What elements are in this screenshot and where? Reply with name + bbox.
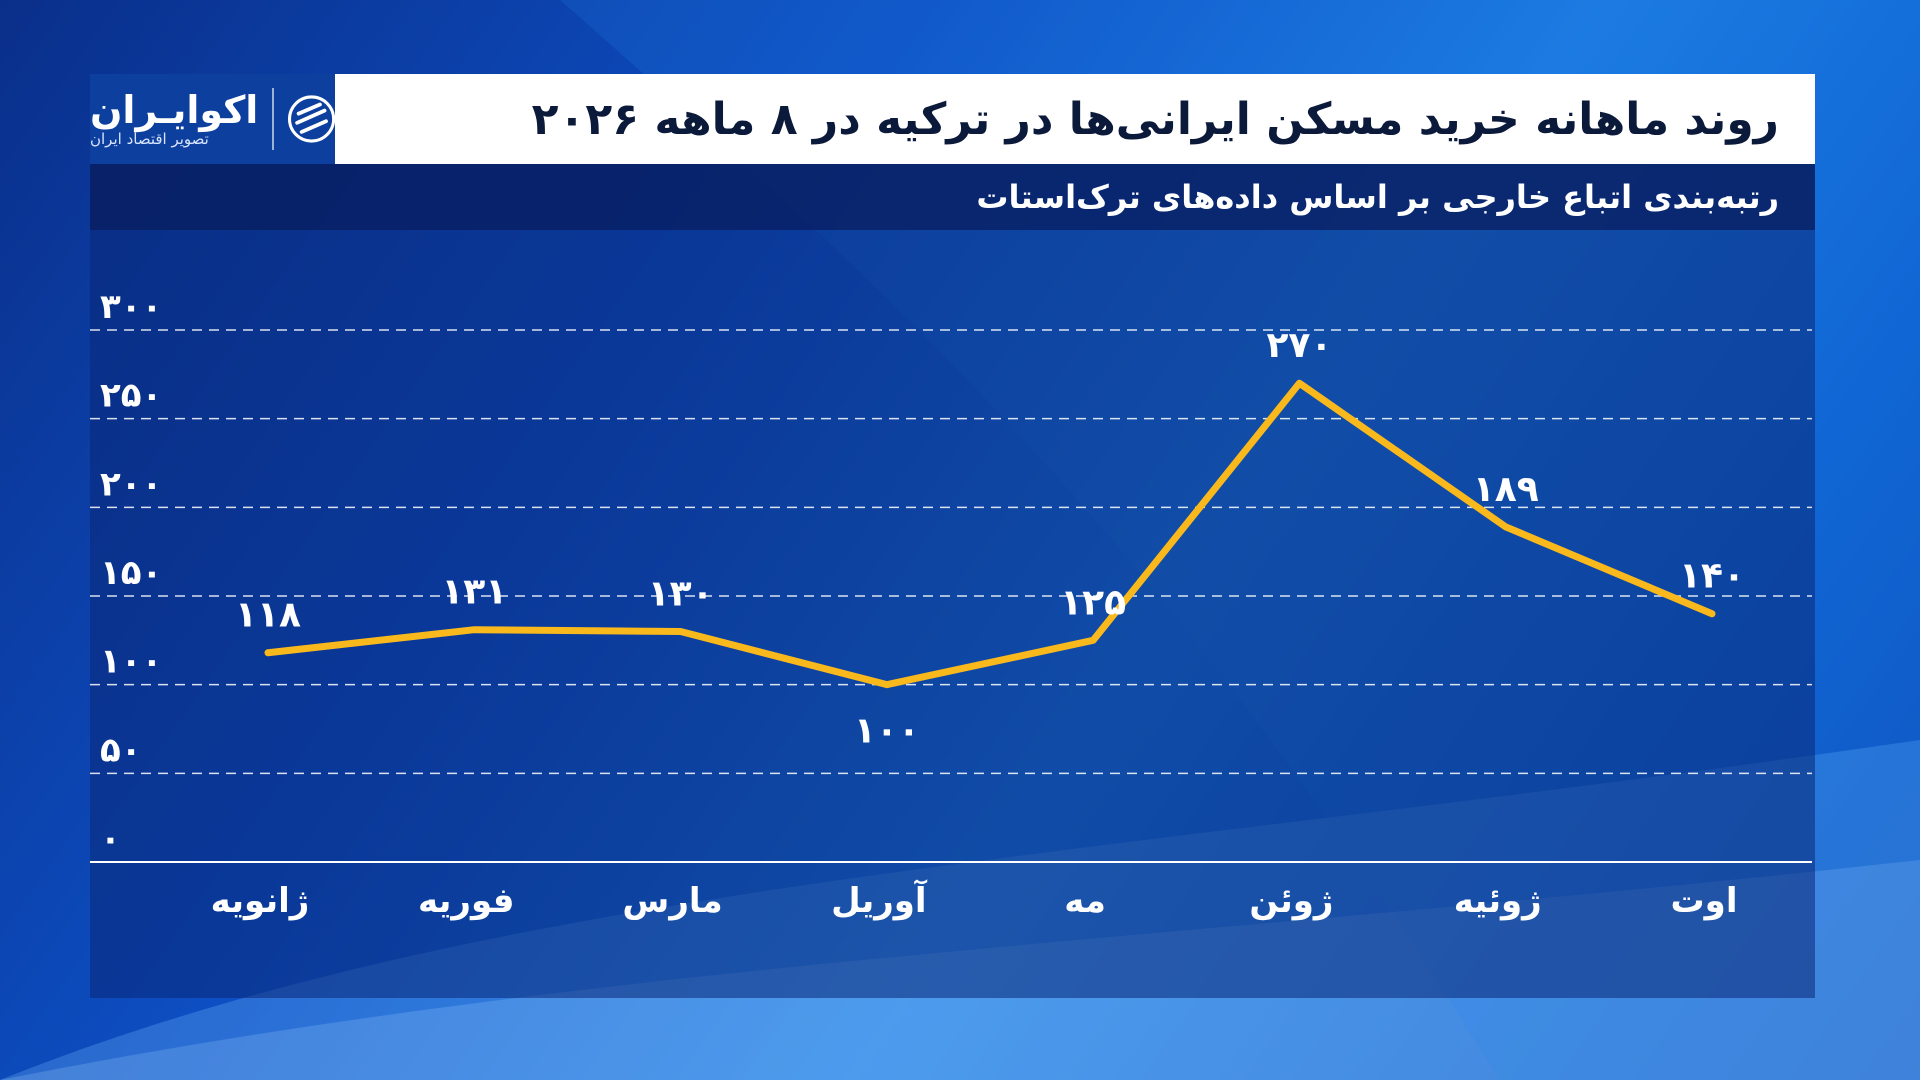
data-label: ۱۳۱ [441, 572, 507, 613]
x-category-label: اوت [1671, 881, 1738, 921]
ecoiran-logo-icon [287, 95, 335, 143]
data-label: ۱۰۰ [854, 711, 920, 752]
chart-subtitle: رتبه‌بندی اتباع خارجی بر اساس داده‌های ت… [976, 178, 1779, 216]
subtitle-strip: رتبه‌بندی اتباع خارجی بر اساس داده‌های ت… [90, 164, 1815, 230]
y-axis-ticks: ۰ ۵۰ ۱۰۰ ۱۵۰ ۲۰۰ ۲۵۰ ۳۰۰ [100, 287, 162, 859]
x-category-label: مه [1064, 881, 1106, 921]
y-tick-label: ۱۵۰ [100, 553, 162, 593]
data-label: ۱۱۸ [235, 595, 301, 636]
chart-title: روند ماهانه خرید مسکن ایرانی‌ها در ترکیه… [531, 93, 1779, 145]
logo-divider [272, 88, 274, 150]
x-category-label: ژوئن [1249, 881, 1333, 921]
series-line [264, 379, 1716, 689]
logo-name: اکوایـران [90, 88, 259, 132]
y-tick-label: ۵۰ [100, 730, 142, 770]
grid-lines [90, 329, 1812, 863]
header-bar: اکوایـران تصویر اقتصاد ایران روند ماهانه… [90, 74, 1815, 164]
x-category-label: آوریل [831, 879, 928, 921]
y-tick-label: ۰ [100, 819, 121, 859]
logo: اکوایـران تصویر اقتصاد ایران [90, 74, 335, 164]
data-label: ۲۷۰ [1266, 325, 1332, 366]
logo-text: اکوایـران تصویر اقتصاد ایران [90, 90, 258, 148]
data-labels: ۱۱۸ ۱۳۱ ۱۳۰ ۱۰۰ ۱۲۵ ۲۷۰ ۱۸۹ ۱۴۰ [235, 325, 1745, 751]
y-tick-label: ۲۵۰ [100, 376, 162, 416]
x-axis-categories: ژانویه فوریه مارس آوریل مه ژوئن ژوئیه اوت [211, 879, 1738, 921]
data-label: ۱۴۰ [1679, 556, 1745, 597]
logo-tagline: تصویر اقتصاد ایران [90, 130, 209, 148]
data-label: ۱۸۹ [1473, 469, 1539, 510]
data-label: ۱۲۵ [1060, 582, 1126, 623]
data-label: ۱۳۰ [648, 573, 714, 614]
chart-panel [90, 164, 1815, 998]
series-polyline [264, 379, 1716, 689]
title-box: روند ماهانه خرید مسکن ایرانی‌ها در ترکیه… [335, 74, 1815, 164]
x-category-label: فوریه [418, 881, 515, 921]
y-tick-label: ۲۰۰ [100, 464, 162, 504]
x-category-label: ژانویه [211, 881, 310, 921]
y-tick-label: ۳۰۰ [100, 287, 162, 327]
y-tick-label: ۱۰۰ [100, 642, 162, 682]
x-category-label: مارس [622, 881, 722, 921]
x-category-label: ژوئیه [1454, 881, 1542, 921]
